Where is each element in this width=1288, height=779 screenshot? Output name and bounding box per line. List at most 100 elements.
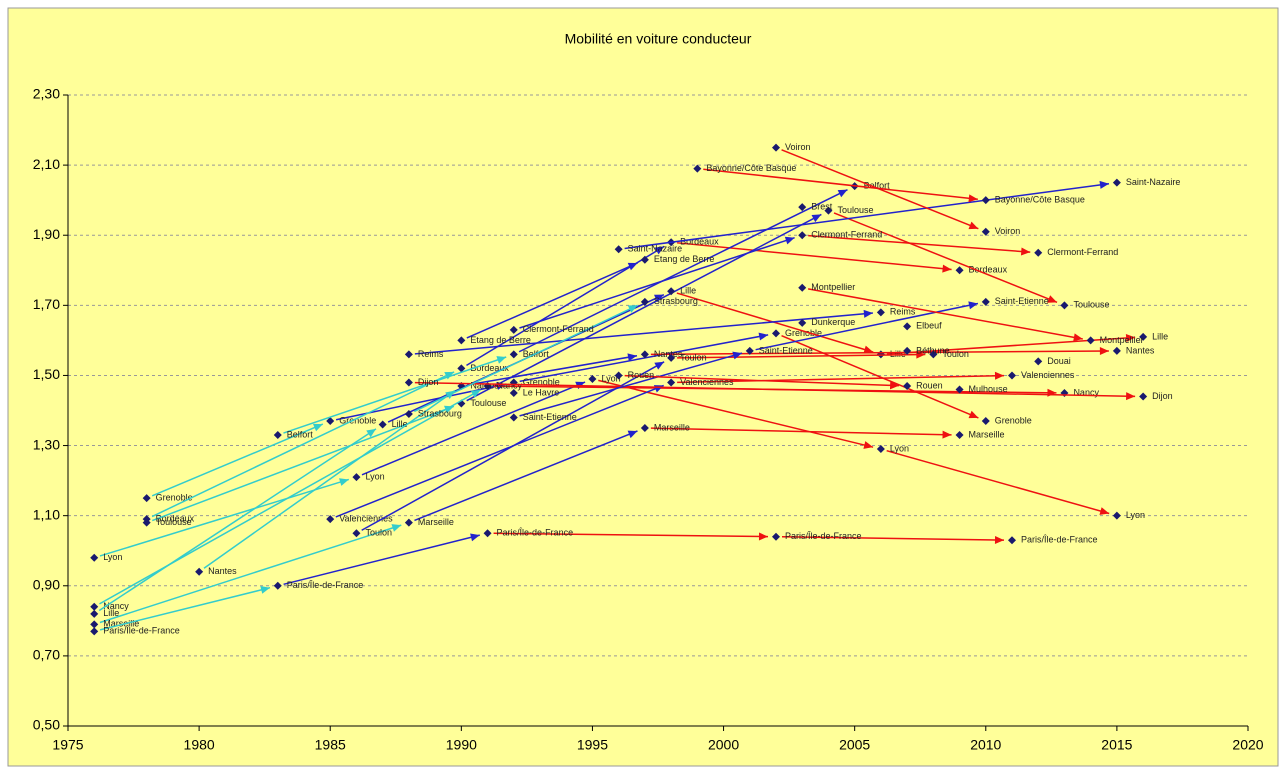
- arrow: [98, 428, 377, 612]
- point-label: Toulon: [680, 352, 707, 362]
- arrow: [677, 242, 952, 271]
- point-label: Lille: [392, 419, 408, 429]
- point: [903, 322, 912, 331]
- point: [981, 297, 990, 306]
- arrow-head: [811, 214, 822, 223]
- arrow: [519, 334, 769, 383]
- point-label: Marseille: [654, 422, 690, 432]
- point: [90, 627, 99, 636]
- point-label: Lyon: [1126, 510, 1145, 520]
- point: [876, 308, 885, 317]
- point: [1086, 336, 1095, 345]
- chart-title: Mobilité en voiture conducteur: [565, 31, 752, 47]
- arrow-head: [627, 353, 638, 362]
- point-label: Paris/Île-de-France: [497, 528, 574, 538]
- arrow-head: [654, 361, 665, 370]
- arrow: [624, 374, 900, 387]
- point-label: Dijon: [418, 377, 439, 387]
- point-label: Toulouse: [1073, 300, 1109, 310]
- point: [1008, 536, 1016, 545]
- point-label: Saint-Etienne: [523, 412, 577, 422]
- point: [483, 529, 492, 538]
- x-tick-label: 2015: [1101, 737, 1132, 753]
- arrow-head: [968, 301, 978, 310]
- point-label: Saint-Etienne: [759, 345, 813, 355]
- x-tick-label: 1980: [184, 737, 215, 753]
- arrow: [519, 237, 795, 329]
- point: [929, 350, 938, 359]
- point: [1139, 332, 1148, 341]
- arrow: [676, 292, 874, 353]
- point: [772, 143, 780, 152]
- point-label: Le Havre: [523, 387, 560, 397]
- arrow-head: [627, 305, 638, 313]
- point: [90, 602, 99, 611]
- point-label: Belfort: [864, 181, 891, 191]
- arrow: [650, 427, 952, 436]
- point: [640, 424, 649, 433]
- point-label: Lille: [680, 286, 696, 296]
- arrow-head: [863, 345, 874, 354]
- point-label: Toulouse: [470, 398, 506, 408]
- x-tick-label: 2000: [708, 737, 739, 753]
- arrow: [99, 524, 402, 624]
- point-label: Dunkerque: [811, 317, 855, 327]
- point: [195, 567, 204, 576]
- arrow: [99, 478, 350, 557]
- arrow: [781, 536, 1005, 541]
- arrow: [151, 371, 455, 518]
- point: [798, 283, 807, 292]
- point-label: Saint-Etienne: [995, 296, 1049, 306]
- point-label: Saint-Nazaire: [628, 244, 683, 254]
- point-label: Paris/Île-de-France: [287, 580, 364, 590]
- point-label: Nantes: [208, 566, 237, 576]
- point-label: Valenciennes: [680, 377, 734, 387]
- point: [903, 346, 912, 355]
- point-label: Toulon: [365, 528, 392, 538]
- point: [640, 297, 649, 306]
- point: [693, 164, 702, 173]
- arrow-head: [863, 441, 874, 449]
- arrow: [335, 383, 507, 421]
- point: [457, 336, 466, 345]
- arrow-head: [444, 371, 455, 380]
- point: [90, 553, 99, 562]
- point-label: Bordeaux: [156, 514, 195, 524]
- point: [798, 318, 807, 327]
- arrow-head: [1099, 180, 1109, 189]
- arrow-head: [1126, 392, 1136, 401]
- arrow-head: [968, 410, 979, 419]
- point-label: Lyon: [365, 471, 384, 481]
- point-label: Toulon: [942, 349, 969, 359]
- arrow: [414, 312, 873, 355]
- point-label: Etang de Berre: [654, 254, 715, 264]
- point-label: Marseille: [969, 429, 1005, 439]
- point-label: Montpellier: [1100, 335, 1144, 345]
- arrow-head: [837, 189, 848, 198]
- point-label: Rouen: [628, 370, 655, 380]
- arrow: [808, 234, 1031, 253]
- arrow-head: [994, 371, 1005, 380]
- arrow-head: [1125, 334, 1136, 343]
- x-tick-label: 2010: [970, 737, 1001, 753]
- arrow-head: [627, 262, 638, 271]
- point: [588, 374, 597, 383]
- arrow-head: [391, 524, 402, 532]
- point: [824, 206, 833, 215]
- point-label: Lyon: [601, 373, 620, 383]
- arrow-head: [1047, 295, 1058, 303]
- point: [326, 515, 335, 524]
- arrow-head: [496, 356, 507, 364]
- arrow: [283, 534, 480, 586]
- arrow: [703, 168, 978, 201]
- point: [509, 350, 518, 359]
- point-label: Lyon: [890, 443, 909, 453]
- arrow: [886, 449, 1110, 515]
- point-label: Clermont-Ferrand: [523, 324, 594, 334]
- point-label: Marseille: [103, 619, 139, 629]
- arrow: [413, 304, 638, 413]
- point: [667, 287, 676, 296]
- point-label: Lyon: [103, 552, 122, 562]
- arrow-head: [312, 423, 323, 432]
- point-label: Voiron: [995, 226, 1021, 236]
